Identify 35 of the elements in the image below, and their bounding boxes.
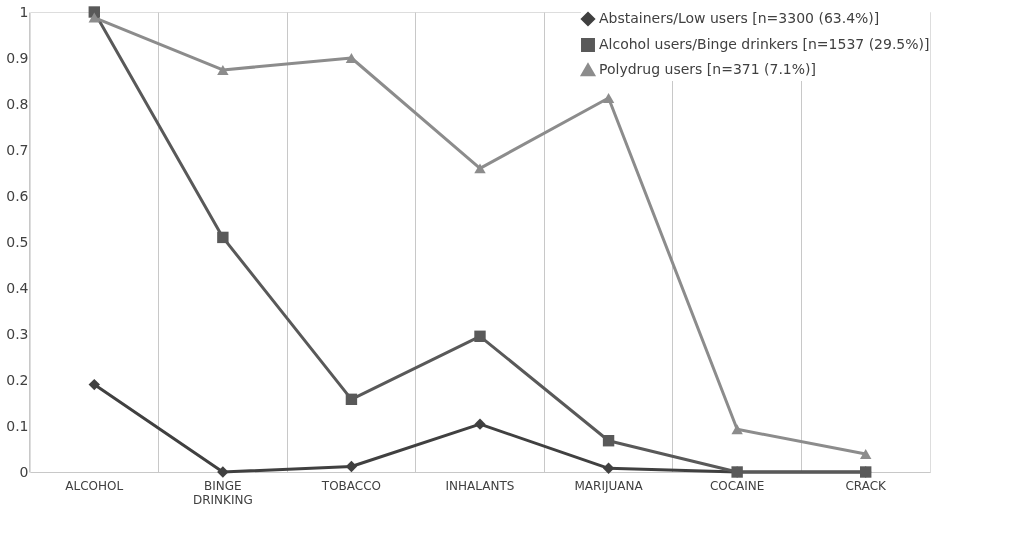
legend-label: Abstainers/Low users [n=3300 (63.4%)] xyxy=(599,10,880,26)
point xyxy=(345,460,358,473)
point xyxy=(217,65,229,75)
y-tick-label: 0.7 xyxy=(6,141,29,158)
y-tick-label: 0.4 xyxy=(6,279,29,296)
point xyxy=(88,12,100,23)
x-tick-label: BINGE DRINKING xyxy=(192,478,253,507)
point xyxy=(474,330,486,342)
point xyxy=(345,393,358,406)
point xyxy=(217,466,229,478)
point xyxy=(217,231,229,244)
x-tick-label: COCAINE xyxy=(709,478,765,493)
y-tick-label: 0.2 xyxy=(6,371,29,388)
point xyxy=(602,435,615,447)
x-tick-label: TOBACCO xyxy=(320,478,382,493)
y-tick-label: 0.3 xyxy=(6,325,29,342)
y-tick-label: 0 xyxy=(19,463,29,480)
y-tick-label: 0.5 xyxy=(6,233,29,250)
x-tick-label: ALCOHOL xyxy=(65,478,124,493)
point xyxy=(474,418,486,430)
legend-label: Alcohol users/Binge drinkers [n=1537 (29.5%)] xyxy=(599,36,930,52)
point xyxy=(602,93,615,103)
point xyxy=(474,163,486,174)
point xyxy=(731,424,743,435)
y-tick-label: 0.6 xyxy=(6,187,29,204)
x-tick-label: MARIJUANA xyxy=(574,478,644,493)
y-tick-label: 0.9 xyxy=(6,49,29,66)
y-tick-label: 1 xyxy=(19,3,29,20)
point xyxy=(88,378,100,391)
y-tick-label: 0.1 xyxy=(6,417,29,434)
x-tick-label: INHALANTS xyxy=(445,478,515,493)
x-tick-label: CRACK xyxy=(845,478,888,493)
point xyxy=(860,449,872,459)
legend-label: Polydrug users [n=371 (7.1%)] xyxy=(599,61,817,77)
y-tick-label: 0.8 xyxy=(6,95,29,112)
